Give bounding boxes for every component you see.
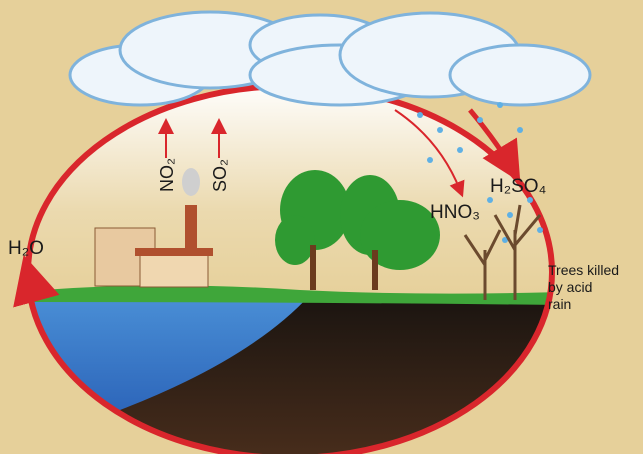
hno3-label: HNO₃ <box>430 202 480 223</box>
so2-label: SO₂ <box>210 159 230 192</box>
trees-note-line: Trees killed <box>548 262 619 278</box>
water-label: H₂O <box>8 238 44 259</box>
h2so4-label: H₂SO₄ <box>490 176 547 197</box>
no2-label: NO₂ <box>157 158 177 192</box>
trees-note-line: rain <box>548 296 571 312</box>
trees-note-line: by acid <box>548 279 592 295</box>
acid-rain-diagram: H₂O NO₂ SO₂ HNO₃ H₂SO₄ Trees killed by a… <box>0 0 643 454</box>
